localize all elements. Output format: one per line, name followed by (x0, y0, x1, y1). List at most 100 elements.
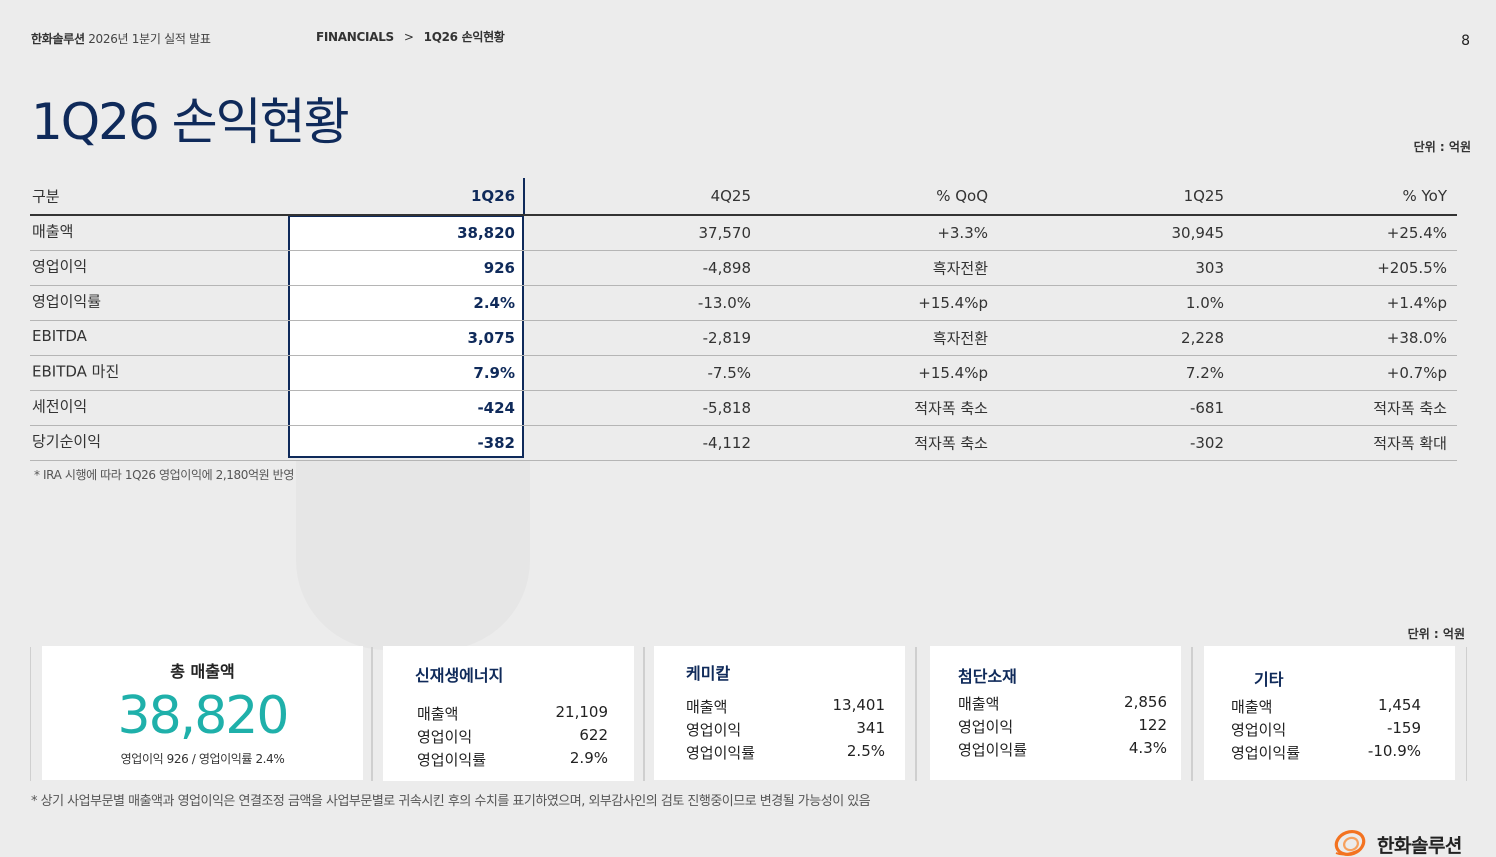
cell-4q25: -2,819 (702, 329, 751, 347)
table-row: 매출액 38,820 37,570 +3.3% 30,945 +25.4% (30, 216, 1457, 251)
page-number: 8 (1461, 33, 1470, 49)
segment-card-chemical: 케미칼 매출액 13,401 영업이익 341 영업이익률 2.5% (654, 646, 905, 780)
segment-row-value: 13,401 (832, 696, 886, 714)
cell-qoq: +15.4%p (918, 294, 988, 312)
row-label: EBITDA (32, 327, 87, 346)
cell-qoq: 흑자전환 (932, 329, 988, 348)
cell-1q25: 7.2% (1185, 364, 1224, 382)
segment-row-value: 2,856 (1124, 693, 1167, 711)
cell-1q25: -681 (1189, 399, 1224, 417)
cell-4q25: -7.5% (707, 364, 751, 382)
cell-1q26: 3,075 (467, 329, 515, 347)
total-revenue-card: 총 매출액 38,820 영업이익 926 / 영업이익률 2.4% (42, 646, 363, 780)
table-row: 영업이익 926 -4,898 흑자전환 303 +205.5% (30, 251, 1457, 286)
segment-row-label: 영업이익 (417, 728, 473, 746)
segment-title: 신재생에너지 (415, 666, 504, 685)
header-4q25: 4Q25 (710, 187, 751, 205)
breadcrumb-page: 1Q26 손익현황 (423, 30, 505, 44)
segment-row-label: 영업이익 (686, 721, 742, 739)
segment-row-value: -10.9% (1367, 742, 1421, 760)
header-1q26: 1Q26 (470, 187, 515, 205)
page-title: 1Q26 손익현황 (31, 93, 350, 151)
cell-yoy: +38.0% (1386, 329, 1447, 347)
row-label: 영업이익 (32, 257, 88, 276)
cell-1q26: -424 (477, 399, 515, 417)
table-row: EBITDA 3,075 -2,819 흑자전환 2,228 +38.0% (30, 321, 1457, 356)
header-yoy: % YoY (1402, 187, 1447, 205)
segment-title: 기타 (1254, 670, 1284, 689)
segment-row-value: 1,454 (1378, 696, 1421, 714)
segment-row-value: 2.9% (569, 749, 608, 767)
segment-row-label: 영업이익 (958, 718, 1014, 736)
total-revenue-subtext: 영업이익 926 / 영업이익률 2.4% (120, 752, 285, 766)
cell-yoy: +1.4%p (1386, 294, 1447, 312)
row-label: 영업이익률 (32, 292, 102, 311)
cell-1q26: 926 (483, 259, 515, 277)
header-qoq: % QoQ (936, 187, 988, 205)
card-frame (644, 647, 916, 781)
cell-1q25: 303 (1195, 259, 1224, 277)
cell-qoq: 적자폭 축소 (914, 399, 988, 418)
cell-qoq: +3.3% (937, 224, 988, 242)
segment-row-label: 영업이익률 (1231, 744, 1301, 762)
segment-card-renewable: 신재생에너지 매출액 21,109 영업이익 622 영업이익률 2.9% (383, 646, 634, 781)
segment-title: 케미칼 (686, 664, 731, 683)
logo-text: 한화솔루션 (1377, 835, 1462, 857)
report-label: 한화솔루션 2026년 1분기 실적 발표 (31, 30, 211, 47)
cell-4q25: -13.0% (697, 294, 751, 312)
segment-row-value: 2.5% (846, 742, 885, 760)
cell-1q25: -302 (1189, 434, 1224, 452)
card-frame (372, 647, 644, 781)
segment-row-value: 4.3% (1128, 739, 1167, 757)
cell-1q26: -382 (477, 434, 515, 452)
segment-card-advanced-materials: 첨단소재 매출액 2,856 영업이익 122 영업이익률 4.3% (930, 646, 1181, 780)
segment-row-value: 341 (856, 719, 885, 737)
cell-yoy: 적자폭 축소 (1373, 399, 1447, 418)
header-divider (523, 178, 525, 216)
table-footnote: * IRA 시행에 따라 1Q26 영업이익에 2,180억원 반영 (34, 468, 294, 482)
pnl-table: 구분 1Q26 4Q25 % QoQ 1Q25 % YoY 매출액 38,820… (30, 178, 1457, 461)
segment-card-others: 기타 매출액 1,454 영업이익 -159 영업이익률 -10.9% (1204, 646, 1455, 780)
breadcrumb-separator: > (403, 30, 414, 44)
cell-4q25: -4,898 (702, 259, 751, 277)
row-label: 당기순이익 (32, 432, 102, 451)
cell-yoy: +205.5% (1377, 259, 1447, 277)
header-1q25: 1Q25 (1183, 187, 1224, 205)
segment-row-label: 매출액 (417, 705, 459, 723)
cell-yoy: +0.7%p (1386, 364, 1447, 382)
segment-footnote: * 상기 사업부문별 매출액과 영업이익은 연결조정 금액을 사업부문별로 귀속… (31, 794, 871, 809)
total-revenue-value: 38,820 (117, 686, 290, 746)
segment-row-label: 영업이익률 (417, 751, 487, 769)
company-logo: 한화솔루션 (1331, 825, 1471, 857)
table-header-row: 구분 1Q26 4Q25 % QoQ 1Q25 % YoY (30, 178, 1457, 216)
report-name: 2026년 1분기 실적 발표 (88, 32, 211, 46)
company-name: 한화솔루션 (31, 32, 85, 46)
cell-4q25: -4,112 (702, 434, 751, 452)
segment-row-label: 영업이익률 (958, 741, 1028, 759)
segment-row-value: 21,109 (555, 703, 609, 721)
cell-1q25: 1.0% (1185, 294, 1224, 312)
row-label: 세전이익 (32, 397, 88, 416)
card-frame (1192, 647, 1467, 781)
cell-1q26: 38,820 (457, 224, 515, 242)
table-row: EBITDA 마진 7.9% -7.5% +15.4%p 7.2% +0.7%p (30, 356, 1457, 391)
cell-1q26: 7.9% (473, 364, 515, 382)
unit-label-top: 단위 : 억원 (1413, 140, 1471, 154)
unit-label-bottom: 단위 : 억원 (1407, 627, 1465, 641)
cell-qoq: +15.4%p (918, 364, 988, 382)
row-label: 매출액 (32, 222, 74, 241)
card-frame (916, 647, 1192, 781)
cell-1q25: 2,228 (1181, 329, 1224, 347)
cell-4q25: 37,570 (698, 224, 752, 242)
cell-1q26: 2.4% (473, 294, 515, 312)
segment-row-value: 122 (1138, 716, 1167, 734)
cell-yoy: 적자폭 확대 (1373, 434, 1447, 453)
segment-title: 첨단소재 (958, 667, 1017, 686)
segment-row-value: -159 (1386, 719, 1421, 737)
segment-row-label: 매출액 (686, 698, 728, 716)
cell-1q25: 30,945 (1171, 224, 1225, 242)
row-label: EBITDA 마진 (32, 362, 120, 381)
cell-qoq: 적자폭 축소 (914, 434, 988, 453)
table-row: 당기순이익 -382 -4,112 적자폭 축소 -302 적자폭 확대 (30, 426, 1457, 461)
card-frame (30, 647, 372, 781)
